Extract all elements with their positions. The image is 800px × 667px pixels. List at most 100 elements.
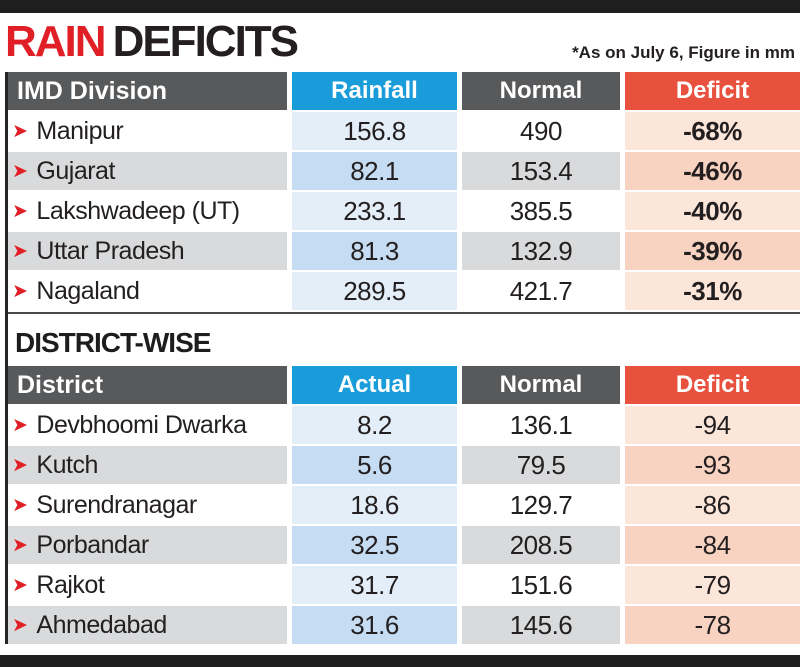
column-header-deficit: Deficit	[625, 366, 800, 404]
table-row: ➤ Surendranagar 18.6 129.7 -86	[8, 486, 800, 524]
arrow-bullet-icon: ➤	[12, 613, 28, 636]
column-header-rainfall: Rainfall	[292, 72, 457, 110]
rainfall-value: 81.3	[292, 232, 457, 270]
imd-header-row: IMD Division Rainfall Normal Deficit	[8, 72, 800, 110]
arrow-bullet-icon: ➤	[12, 573, 28, 596]
actual-value: 5.6	[292, 446, 457, 484]
deficit-value: -39%	[625, 232, 800, 270]
column-header-imd-division: IMD Division	[8, 72, 287, 110]
arrow-bullet-icon: ➤	[12, 159, 28, 182]
normal-value: 136.1	[462, 406, 620, 444]
deficit-value: -79	[625, 566, 800, 604]
actual-value: 31.6	[292, 606, 457, 644]
district-name: Rajkot	[36, 570, 105, 599]
arrow-bullet-icon: ➤	[12, 533, 28, 556]
district-name-cell: ➤ Devbhoomi Dwarka	[8, 406, 287, 444]
top-black-bar	[0, 0, 800, 13]
actual-value: 18.6	[292, 486, 457, 524]
deficit-value: -93	[625, 446, 800, 484]
table-row: ➤ Manipur 156.8 490 -68%	[8, 112, 800, 150]
arrow-bullet-icon: ➤	[12, 279, 28, 302]
district-name-cell: ➤ Ahmedabad	[8, 606, 287, 644]
rainfall-value: 156.8	[292, 112, 457, 150]
district-name-cell: ➤ Rajkot	[8, 566, 287, 604]
normal-value: 79.5	[462, 446, 620, 484]
normal-value: 129.7	[462, 486, 620, 524]
table-row: ➤ Rajkot 31.7 151.6 -79	[8, 566, 800, 604]
column-header-normal: Normal	[462, 72, 620, 110]
deficit-value: -46%	[625, 152, 800, 190]
district-name: Ahmedabad	[36, 610, 167, 639]
page-title: RAIN DEFICITS	[5, 17, 299, 66]
division-name-cell: ➤ Gujarat	[8, 152, 287, 190]
division-name-cell: ➤ Lakshwadeep (UT)	[8, 192, 287, 230]
division-name: Lakshwadeep (UT)	[36, 196, 240, 225]
district-name: Kutch	[36, 450, 98, 479]
deficit-value: -78	[625, 606, 800, 644]
rainfall-value: 82.1	[292, 152, 457, 190]
table-row: ➤ Ahmedabad 31.6 145.6 -78	[8, 606, 800, 644]
district-name-cell: ➤ Surendranagar	[8, 486, 287, 524]
division-name-cell: ➤ Manipur	[8, 112, 287, 150]
imd-division-table: IMD Division Rainfall Normal Deficit ➤ Ma…	[8, 72, 800, 310]
arrow-bullet-icon: ➤	[12, 119, 28, 142]
tables-container: IMD Division Rainfall Normal Deficit ➤ Ma…	[5, 72, 800, 644]
page-title-black: DEFICITS	[112, 17, 299, 66]
normal-value: 145.6	[462, 606, 620, 644]
division-name: Manipur	[36, 116, 124, 145]
column-header-deficit: Deficit	[625, 72, 800, 110]
title-bar: RAIN DEFICITS *As on July 6, Figure in mm	[0, 13, 800, 72]
actual-value: 32.5	[292, 526, 457, 564]
table-row: ➤ Lakshwadeep (UT) 233.1 385.5 -40%	[8, 192, 800, 230]
arrow-bullet-icon: ➤	[12, 453, 28, 476]
district-header-row: District Actual Normal Deficit	[8, 366, 800, 404]
normal-value: 132.9	[462, 232, 620, 270]
division-name-cell: ➤ Nagaland	[8, 272, 287, 310]
district-name-cell: ➤ Porbandar	[8, 526, 287, 564]
normal-value: 208.5	[462, 526, 620, 564]
section-title: DISTRICT-WISE	[15, 327, 211, 358]
division-name: Nagaland	[36, 276, 140, 305]
actual-value: 8.2	[292, 406, 457, 444]
deficit-value: -40%	[625, 192, 800, 230]
district-name: Devbhoomi Dwarka	[36, 410, 247, 439]
arrow-bullet-icon: ➤	[12, 493, 28, 516]
arrow-bullet-icon: ➤	[12, 199, 28, 222]
division-name: Gujarat	[36, 156, 115, 185]
footnote: *As on July 6, Figure in mm	[572, 43, 795, 62]
deficit-value: -86	[625, 486, 800, 524]
deficit-value: -68%	[625, 112, 800, 150]
table-row: ➤ Porbandar 32.5 208.5 -84	[8, 526, 800, 564]
normal-value: 490	[462, 112, 620, 150]
normal-value: 421.7	[462, 272, 620, 310]
normal-value: 151.6	[462, 566, 620, 604]
normal-value: 385.5	[462, 192, 620, 230]
district-name: Surendranagar	[36, 490, 197, 519]
district-name: Porbandar	[36, 530, 149, 559]
bottom-black-bar	[0, 655, 800, 667]
division-name-cell: ➤ Uttar Pradesh	[8, 232, 287, 270]
column-header-actual: Actual	[292, 366, 457, 404]
table-row: ➤ Uttar Pradesh 81.3 132.9 -39%	[8, 232, 800, 270]
deficit-value: -31%	[625, 272, 800, 310]
column-header-normal: Normal	[462, 366, 620, 404]
page-title-red: RAIN	[5, 17, 107, 66]
arrow-bullet-icon: ➤	[12, 413, 28, 436]
deficit-value: -84	[625, 526, 800, 564]
table-row: ➤ Gujarat 82.1 153.4 -46%	[8, 152, 800, 190]
district-table: District Actual Normal Deficit ➤ Devbhoom…	[8, 366, 800, 644]
table-row: ➤ Kutch 5.6 79.5 -93	[8, 446, 800, 484]
actual-value: 31.7	[292, 566, 457, 604]
division-name: Uttar Pradesh	[36, 236, 185, 265]
deficit-value: -94	[625, 406, 800, 444]
column-header-district: District	[8, 366, 287, 404]
rainfall-value: 289.5	[292, 272, 457, 310]
normal-value: 153.4	[462, 152, 620, 190]
section-divider	[8, 312, 800, 314]
rainfall-value: 233.1	[292, 192, 457, 230]
arrow-bullet-icon: ➤	[12, 239, 28, 262]
table-row: ➤ Devbhoomi Dwarka 8.2 136.1 -94	[8, 406, 800, 444]
district-name-cell: ➤ Kutch	[8, 446, 287, 484]
table-row: ➤ Nagaland 289.5 421.7 -31%	[8, 272, 800, 310]
